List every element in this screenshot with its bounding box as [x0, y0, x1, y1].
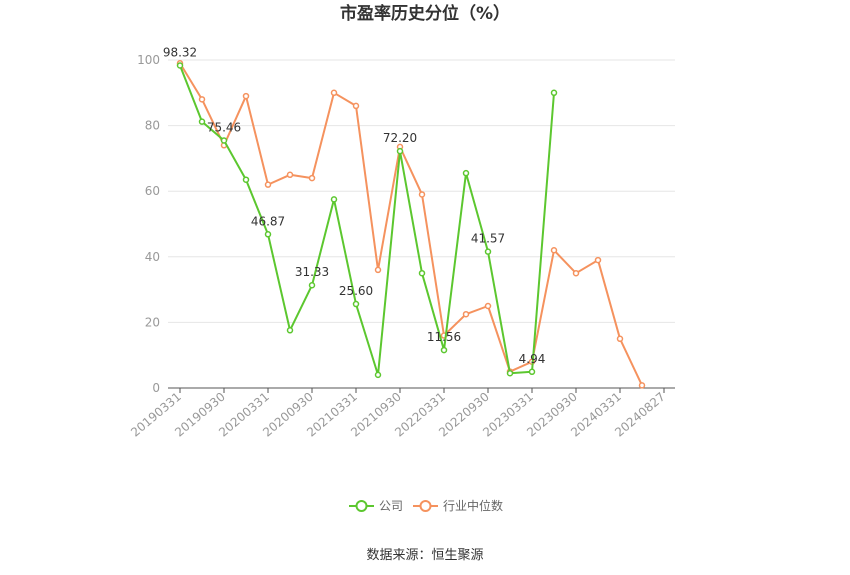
y-axis: 0 20 40 60 80 100	[137, 53, 160, 395]
legend-item-0[interactable]: 公司	[349, 499, 403, 513]
data-point[interactable]	[594, 256, 602, 264]
y-tick-label: 100	[137, 53, 160, 67]
x-axis: 2019033120190930202003312020093020210331…	[128, 387, 675, 440]
data-point[interactable]	[264, 231, 272, 238]
data-point[interactable]	[484, 302, 492, 310]
data-point[interactable]	[550, 246, 558, 254]
data-point[interactable]	[198, 118, 206, 125]
data-point[interactable]	[418, 269, 426, 277]
data-point[interactable]	[242, 92, 250, 100]
data-point[interactable]	[352, 102, 360, 110]
data-point[interactable]	[374, 371, 382, 379]
data-point[interactable]	[242, 176, 250, 183]
data-point[interactable]	[374, 266, 382, 274]
series-layer	[176, 60, 646, 389]
data-point[interactable]	[418, 191, 426, 198]
data-point[interactable]	[198, 96, 206, 103]
legend-label: 行业中位数	[443, 498, 503, 513]
data-label: 11.56	[427, 330, 461, 344]
data-point[interactable]	[440, 346, 448, 354]
y-tick-label: 20	[145, 315, 160, 329]
series-0	[176, 62, 558, 379]
data-point[interactable]	[462, 310, 470, 318]
y-tick-label: 40	[145, 250, 160, 264]
data-point[interactable]	[176, 62, 184, 69]
data-label: 41.57	[471, 232, 505, 246]
data-label: 25.60	[339, 284, 373, 298]
data-point[interactable]	[330, 196, 338, 203]
data-labels: 98.32 75.46 46.87 31.33 25.60 72.20 11.56 41.57…	[163, 46, 546, 366]
legend-marker	[355, 500, 368, 512]
series-line	[179, 65, 555, 376]
data-point[interactable]	[506, 369, 514, 377]
legend-label: 公司	[379, 499, 403, 513]
data-label: 75.46	[207, 120, 241, 134]
y-tick-label: 0	[152, 381, 160, 395]
data-point[interactable]	[264, 181, 272, 188]
chart-title: 市盈率历史分位（%）	[340, 3, 510, 24]
y-tick-label: 60	[145, 184, 160, 198]
data-point[interactable]	[286, 327, 294, 334]
legend-marker	[419, 500, 432, 512]
source-note: 数据来源：恒生聚源	[366, 548, 483, 563]
data-point[interactable]	[550, 89, 558, 97]
data-point[interactable]	[638, 382, 646, 389]
data-point[interactable]	[462, 169, 470, 177]
data-point[interactable]	[308, 174, 316, 182]
data-point[interactable]	[308, 281, 316, 289]
series-1	[176, 60, 646, 389]
data-point[interactable]	[572, 269, 580, 277]
y-tick-label: 80	[145, 119, 160, 133]
legend[interactable]: 公司 行业中位数	[349, 498, 503, 513]
data-point[interactable]	[528, 368, 536, 376]
data-label: 72.20	[383, 131, 417, 145]
data-point[interactable]	[396, 147, 404, 155]
data-label: 46.87	[251, 214, 285, 228]
data-point[interactable]	[286, 171, 294, 179]
series-line	[179, 62, 643, 386]
legend-item-1[interactable]: 行业中位数	[413, 498, 503, 513]
data-point[interactable]	[330, 89, 338, 97]
data-point[interactable]	[484, 248, 492, 255]
data-label: 31.33	[295, 265, 329, 279]
data-label: 98.32	[163, 46, 197, 60]
data-point[interactable]	[352, 300, 360, 308]
data-point[interactable]	[616, 335, 624, 343]
data-label: 4.94	[519, 352, 546, 366]
data-point[interactable]	[220, 137, 228, 144]
